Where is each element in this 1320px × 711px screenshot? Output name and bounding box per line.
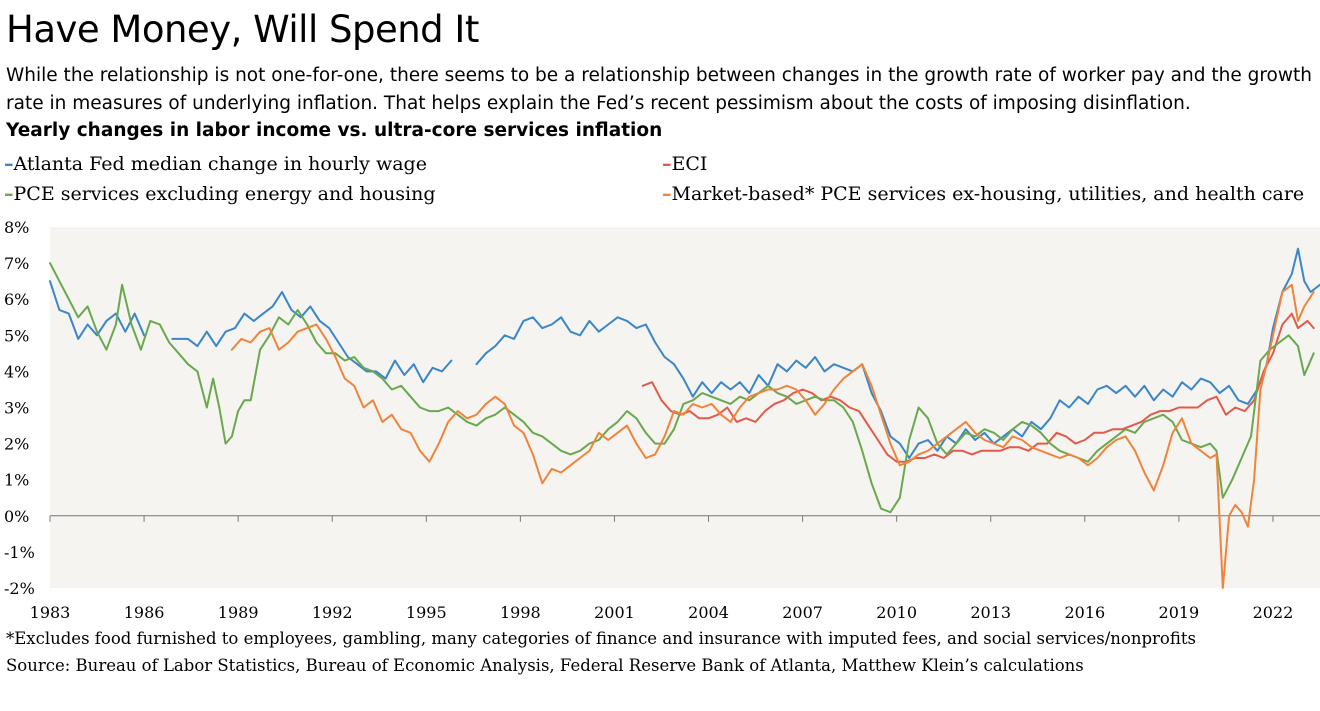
line-chart: 8% 7% 6% 5% 4% 3% 2% 1% 0% -1% -2% 1983 1986 1989 1992…: [4, 218, 1320, 622]
series-line-market-based-pce-services-ex-housing-utilities-and-health-care: [230, 283, 1315, 589]
plot-background: [50, 227, 1320, 588]
series-line-atlanta-fed-median-change-in-hourly-wage: [49, 280, 146, 340]
page-subtitle: While the relationship is not one-for-on…: [6, 65, 1312, 114]
source-note: Source: Bureau of Labor Statistics, Bure…: [6, 656, 1084, 675]
y-tick-label: 5%: [4, 326, 29, 345]
x-tick-label: 2022: [1253, 603, 1294, 622]
y-tick-label: 6%: [4, 290, 29, 309]
legend-swatch-atlanta-fed: –: [4, 153, 14, 175]
y-tick-label: 8%: [4, 218, 29, 237]
x-tick-label: 1998: [500, 603, 541, 622]
series-line-atlanta-fed-median-change-in-hourly-wage: [475, 247, 1320, 459]
legend-swatch-market-based-pce: –: [662, 183, 672, 205]
y-tick-label: -2%: [4, 579, 35, 598]
y-tick-label: 4%: [4, 362, 29, 381]
x-tick-label: 2001: [594, 603, 635, 622]
footnote: *Excludes food furnished to employees, g…: [6, 629, 1196, 648]
legend-swatch-eci: –: [662, 153, 672, 175]
legend-label-market-based-pce: Market-based* PCE services ex-housing, u…: [671, 183, 1305, 205]
y-tick-label: -1%: [4, 543, 35, 562]
page-title: Have Money, Will Spend It: [6, 8, 479, 51]
x-tick-label: 1995: [406, 603, 447, 622]
y-tick-label: 3%: [4, 399, 29, 418]
legend-item-atlanta-fed: –Atlanta Fed median change in hourly wag…: [4, 153, 427, 175]
legend-item-market-based-pce: –Market-based* PCE services ex-housing, …: [662, 183, 1304, 205]
x-tick-label: 1989: [218, 603, 259, 622]
series-line-pce-services-excluding-energy-and-housing: [49, 262, 1315, 514]
x-tick-label: 1983: [30, 603, 71, 622]
legend-item-pce-services: –PCE services excluding energy and housi…: [4, 183, 436, 205]
series-line-eci: [641, 312, 1315, 463]
legend-label-pce-services: PCE services excluding energy and housin…: [13, 183, 436, 205]
y-tick-label: 0%: [4, 507, 29, 526]
legend-swatch-pce-services: –: [4, 183, 14, 205]
chart-heading: Yearly changes in labor income vs. ultra…: [6, 120, 663, 141]
x-tick-label: 2016: [1064, 603, 1105, 622]
legend-item-eci: –ECI: [662, 153, 707, 175]
y-tick-label: 1%: [4, 471, 29, 490]
x-tick-label: 1986: [124, 603, 165, 622]
x-tick-label: 2019: [1159, 603, 1200, 622]
series-line-atlanta-fed-median-change-in-hourly-wage: [171, 291, 453, 384]
x-tick-label: 2007: [782, 603, 823, 622]
x-tick-label: 2010: [876, 603, 917, 622]
legend-label-atlanta-fed: Atlanta Fed median change in hourly wage: [13, 153, 427, 175]
y-tick-label: 7%: [4, 254, 29, 273]
x-tick-label: 2004: [688, 603, 729, 622]
x-tick-label: 2013: [970, 603, 1011, 622]
legend-label-eci: ECI: [671, 153, 708, 175]
x-tick-label: 1992: [312, 603, 353, 622]
y-tick-label: 2%: [4, 435, 29, 454]
